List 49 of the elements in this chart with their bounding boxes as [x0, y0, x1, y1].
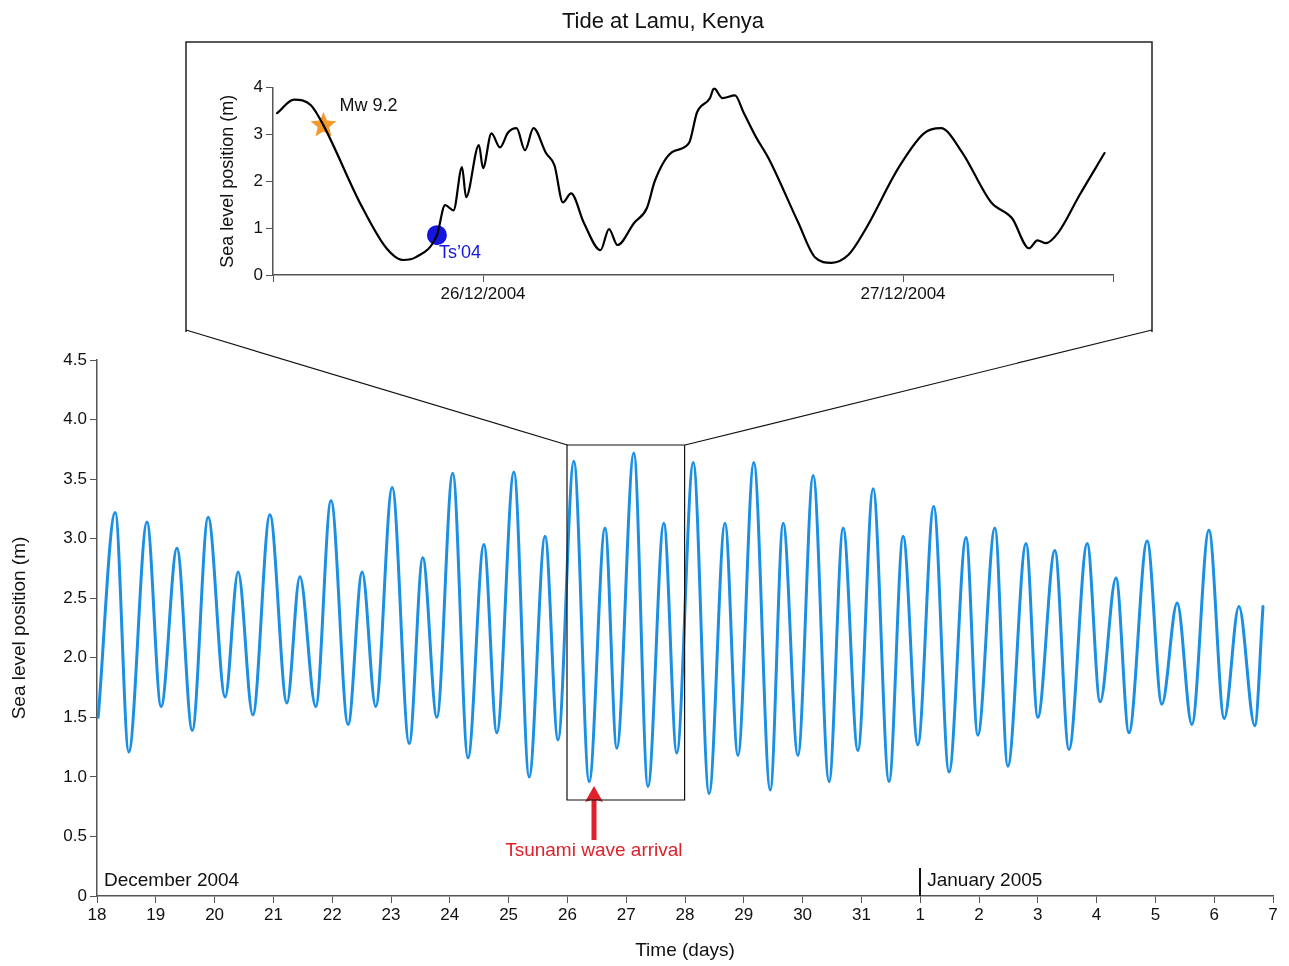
y-tick-label: 0	[253, 264, 263, 284]
y-axis-title: Sea level position (m)	[216, 94, 237, 268]
line-series	[275, 87, 1106, 264]
x-tick-label: 27/12/2004	[860, 283, 946, 303]
x-tick-label: 3	[1033, 904, 1043, 924]
x-tick-label: 25	[499, 904, 519, 924]
y-tick-label: 1.0	[63, 766, 87, 786]
y-tick-label: 4.5	[63, 349, 87, 369]
x-tick-label: 2	[974, 904, 984, 924]
y-tick-label: 3	[253, 123, 263, 143]
y-tick-label: 2.0	[63, 647, 87, 667]
x-tick-label: 6	[1209, 904, 1219, 924]
y-tick-label: 0	[77, 885, 87, 905]
x-tick-label: 21	[263, 904, 283, 924]
x-tick-label: 7	[1268, 904, 1278, 924]
chart-title: Tide at Lamu, Kenya	[561, 8, 765, 34]
x-tick-label: 5	[1150, 904, 1161, 924]
y-tick-label: 3.0	[63, 528, 87, 548]
x-tick-label: 22	[322, 904, 342, 924]
x-tick-label: 31	[851, 904, 871, 924]
y-tick-label: 4	[253, 77, 263, 97]
x-axis-title: Time (days)	[635, 938, 735, 960]
y-tick-label: 2	[253, 170, 263, 190]
x-tick-label: 24	[440, 904, 460, 924]
annotation: Tsunami wave arrival	[505, 838, 683, 860]
x-tick-label: 26	[557, 904, 577, 924]
line-series	[97, 451, 1265, 796]
x-tick-label: 30	[793, 904, 813, 924]
y-axis-title: Sea level position (m)	[7, 536, 29, 720]
y-tick-label: 0.5	[63, 826, 87, 846]
x-tick-label: 27	[616, 904, 636, 924]
annotation: January 2005	[927, 868, 1043, 890]
x-tick-label: 28	[675, 904, 695, 924]
x-tick-label: 23	[381, 904, 401, 924]
y-tick-label: 1.5	[63, 707, 87, 727]
x-tick-label: 26/12/2004	[440, 283, 526, 303]
x-tick-label: 19	[146, 904, 166, 924]
y-tick-label: 4.0	[63, 409, 87, 429]
annotation: December 2004	[104, 868, 240, 890]
x-tick-label: 29	[734, 904, 754, 924]
x-tick-label: 4	[1091, 904, 1102, 924]
series-label: Mw 9.2	[339, 95, 398, 116]
x-tick-label: 1	[915, 904, 925, 924]
y-tick-label: 1	[253, 217, 263, 237]
y-tick-label: 3.5	[63, 468, 87, 488]
x-tick-label: 18	[87, 904, 107, 924]
series-label: Ts’04	[438, 242, 481, 263]
y-tick-label: 2.5	[63, 587, 87, 607]
x-tick-label: 20	[205, 904, 225, 924]
